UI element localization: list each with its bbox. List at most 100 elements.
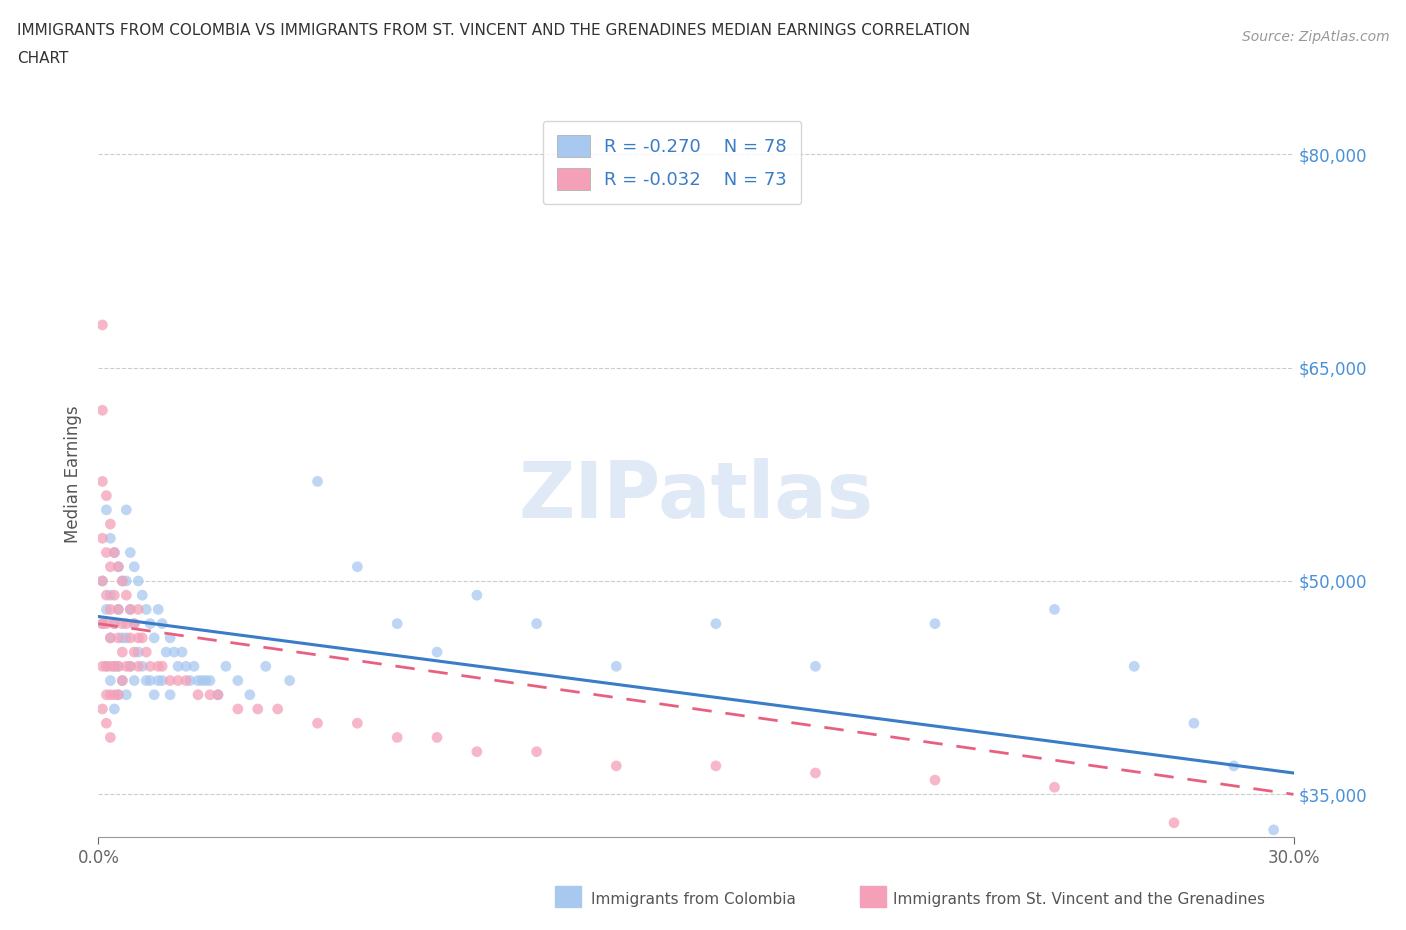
Point xyxy=(1182,716,1205,731)
Point xyxy=(103,617,125,631)
Point xyxy=(385,730,409,745)
Point xyxy=(91,658,114,673)
Text: IMMIGRANTS FROM COLOMBIA VS IMMIGRANTS FROM ST. VINCENT AND THE GRENADINES MEDIA: IMMIGRANTS FROM COLOMBIA VS IMMIGRANTS F… xyxy=(17,23,970,38)
Point xyxy=(115,631,138,645)
Point xyxy=(159,631,181,645)
Point xyxy=(120,658,142,673)
Point xyxy=(198,673,221,688)
Point xyxy=(187,673,209,688)
Point xyxy=(107,658,129,673)
Point xyxy=(111,673,134,688)
Point xyxy=(96,588,118,603)
Point xyxy=(307,716,329,731)
Point xyxy=(115,502,138,517)
Point xyxy=(207,687,229,702)
Point xyxy=(135,602,157,617)
Point xyxy=(111,617,134,631)
Point xyxy=(207,687,229,702)
Point xyxy=(385,617,409,631)
Point xyxy=(96,658,118,673)
Point xyxy=(115,574,138,589)
Point xyxy=(120,658,142,673)
Point xyxy=(143,631,166,645)
Point xyxy=(91,617,114,631)
Point xyxy=(465,588,488,603)
Point xyxy=(91,531,114,546)
Point xyxy=(98,531,122,546)
Point xyxy=(804,658,827,673)
Point xyxy=(124,644,146,659)
Point xyxy=(124,617,146,631)
Point xyxy=(1043,602,1066,617)
Point xyxy=(346,716,368,731)
Point xyxy=(526,744,548,759)
Y-axis label: Median Earnings: Median Earnings xyxy=(63,405,82,543)
Point xyxy=(115,658,138,673)
Point xyxy=(91,617,114,631)
Point xyxy=(159,687,181,702)
Point xyxy=(131,631,153,645)
Point xyxy=(148,658,170,673)
Point xyxy=(96,716,118,731)
Point xyxy=(139,673,162,688)
Point xyxy=(159,673,181,688)
Point xyxy=(96,545,118,560)
Point xyxy=(107,658,129,673)
Point xyxy=(215,658,238,673)
Point xyxy=(150,617,173,631)
Point xyxy=(96,502,118,517)
Point xyxy=(98,602,122,617)
Point xyxy=(526,617,548,631)
Point xyxy=(103,701,125,716)
Point xyxy=(107,631,129,645)
Point xyxy=(148,673,170,688)
Text: ZIPatlas: ZIPatlas xyxy=(519,458,873,534)
Point xyxy=(96,488,118,503)
Point xyxy=(98,631,122,645)
Point xyxy=(91,317,114,332)
Point xyxy=(465,744,488,759)
Legend: R = -0.270    N = 78, R = -0.032    N = 73: R = -0.270 N = 78, R = -0.032 N = 73 xyxy=(543,121,801,205)
Point xyxy=(127,602,149,617)
Point xyxy=(107,687,129,702)
Point xyxy=(139,617,162,631)
Point xyxy=(98,588,122,603)
Point xyxy=(91,701,114,716)
Point xyxy=(179,673,201,688)
Point xyxy=(107,559,129,574)
Point xyxy=(120,602,142,617)
Point xyxy=(96,687,118,702)
Point xyxy=(191,673,214,688)
Point xyxy=(131,588,153,603)
Point xyxy=(1123,658,1146,673)
Point xyxy=(135,673,157,688)
Point xyxy=(96,602,118,617)
Point xyxy=(124,559,146,574)
Point xyxy=(704,617,727,631)
Point xyxy=(226,701,249,716)
Point xyxy=(120,545,142,560)
Point xyxy=(924,773,946,788)
Point xyxy=(120,602,142,617)
Point xyxy=(226,673,249,688)
Point xyxy=(267,701,290,716)
Point xyxy=(195,673,218,688)
Point xyxy=(174,673,197,688)
Point xyxy=(96,617,118,631)
Point xyxy=(150,658,173,673)
Point xyxy=(704,759,727,774)
Text: Immigrants from St. Vincent and the Grenadines: Immigrants from St. Vincent and the Gren… xyxy=(893,892,1265,907)
Point xyxy=(307,474,329,489)
Point xyxy=(98,559,122,574)
Point xyxy=(98,673,122,688)
Point xyxy=(163,644,186,659)
Point xyxy=(124,617,146,631)
Point xyxy=(103,545,125,560)
Text: Immigrants from Colombia: Immigrants from Colombia xyxy=(591,892,796,907)
Point xyxy=(167,658,190,673)
Point xyxy=(254,658,277,673)
Point xyxy=(91,574,114,589)
Point xyxy=(103,658,125,673)
Point xyxy=(198,687,221,702)
Point xyxy=(924,617,946,631)
